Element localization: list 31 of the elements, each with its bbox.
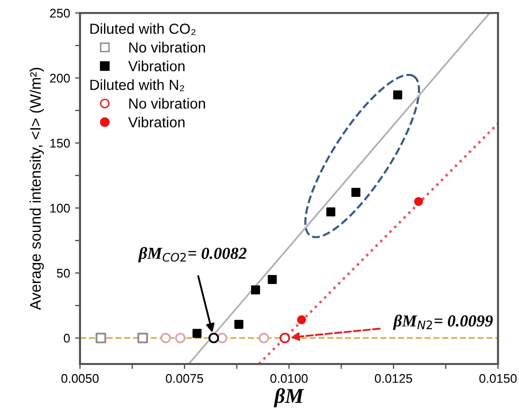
legend-label: Vibration <box>128 60 184 72</box>
x-tick-label: 0.0100 <box>270 374 308 383</box>
point <box>192 328 202 338</box>
legend-label: No vibration <box>129 42 205 53</box>
legend-label: No vibration <box>129 98 205 109</box>
point <box>326 207 336 216</box>
y-axis-title: Average sound intensity, <I> (W/m²) <box>30 68 44 310</box>
y-tick-label: 100 <box>50 204 70 213</box>
x-tick-label: 0.0075 <box>166 374 204 383</box>
x-tick-label: 0.0150 <box>479 374 517 383</box>
point <box>351 188 360 197</box>
x-axis-title: βM <box>274 388 304 408</box>
point <box>96 332 106 344</box>
y-tick-label: 50 <box>56 268 70 278</box>
point <box>268 275 277 284</box>
annotation: βM$_{CO2}$= 0.0082 <box>138 247 247 262</box>
y-tick-label: 250 <box>50 8 70 18</box>
legend-label: Vibration <box>128 116 184 128</box>
point <box>234 320 244 329</box>
y-tick-label: 200 <box>50 74 70 83</box>
text: Diluted with CO₂ <box>90 23 196 36</box>
point <box>208 332 220 344</box>
annotation: βM$_{N2}$= 0.0099 <box>392 314 493 330</box>
point <box>137 332 148 344</box>
x-tick-label: 0.0050 <box>61 374 99 383</box>
point <box>393 90 402 100</box>
y-tick-label: 0 <box>64 334 70 343</box>
y-tick-label: 150 <box>50 138 70 148</box>
point <box>251 285 260 294</box>
text: Diluted with N₂ <box>90 79 184 92</box>
x-tick-label: 0.0125 <box>374 374 412 383</box>
